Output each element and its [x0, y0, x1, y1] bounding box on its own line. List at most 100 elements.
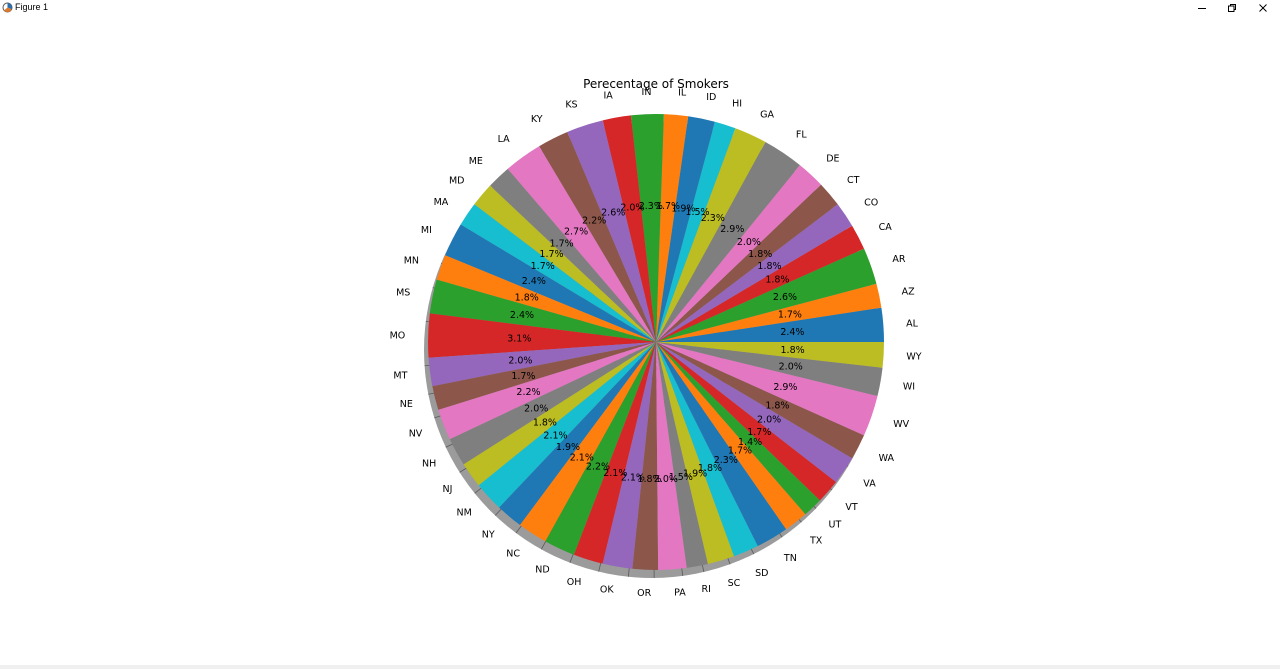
matplotlib-figure-icon: [2, 2, 13, 13]
pie-category-label-ga: GA: [760, 109, 774, 120]
pie-category-label-wi: WI: [903, 382, 915, 393]
pie-category-label-or: OR: [637, 588, 651, 599]
pie-percent-label-ut: 1.4%: [738, 437, 762, 448]
pie-percent-label-ne: 1.7%: [511, 371, 535, 382]
pie-percent-label-mt: 2.0%: [508, 356, 532, 367]
pie-category-label-tn: TN: [783, 553, 797, 564]
pie-slice-nh: [449, 342, 656, 465]
pie-percent-label-wi: 2.0%: [779, 362, 803, 373]
pie-category-label-ri: RI: [702, 584, 711, 595]
pie-percent-label-or: 1.8%: [637, 474, 661, 485]
pie-slice-sd: [656, 342, 758, 557]
pie-category-label-nd: ND: [535, 565, 549, 576]
minimize-button[interactable]: [1187, 0, 1217, 16]
pie-category-label-ks: KS: [565, 99, 577, 110]
pie-percent-label-az: 1.7%: [778, 310, 802, 321]
pie-slice-wi: [656, 342, 883, 397]
pie-category-label-ct: CT: [847, 175, 860, 186]
pie-category-label-ia: IA: [603, 90, 613, 101]
pie-percent-label-oh: 2.1%: [603, 468, 627, 479]
pie-percent-label-fl: 2.9%: [720, 224, 744, 235]
pie-category-label-mt: MT: [393, 371, 407, 382]
pie-wedges: [428, 114, 884, 570]
chart-title: Perecentage of Smokers: [583, 77, 729, 91]
pie-category-label-vt: VT: [845, 502, 857, 513]
window-titlebar: Figure 1: [0, 0, 1280, 16]
pie-category-label-ut: UT: [829, 520, 842, 531]
pie-slice-ne: [432, 342, 656, 410]
pie-slice-nj: [463, 342, 656, 486]
pie-percent-label-sc: 1.9%: [683, 469, 707, 480]
pie-category-label-mo: MO: [390, 330, 406, 341]
pie-percent-label-pa: 2.0%: [654, 474, 678, 485]
pie-percent-label-nm: 2.1%: [543, 430, 567, 441]
pie-category-label-nm: NM: [456, 508, 471, 519]
pie-percent-label-sd: 1.8%: [698, 463, 722, 474]
pie-slice-nc: [520, 342, 656, 542]
pie-percent-label-ca: 1.8%: [765, 275, 789, 286]
window-title: Figure 1: [15, 2, 49, 12]
pie-category-label-il: IL: [678, 88, 687, 99]
pie-category-label-nc: NC: [506, 548, 520, 559]
pie-category-label-nh: NH: [422, 459, 436, 470]
pie-chart: 2.4%1.7%2.6%1.8%1.8%1.8%2.0%2.9%2.3%1.5%…: [390, 77, 922, 599]
pie-slice-mi: [445, 224, 656, 342]
pie-percent-label-nc: 2.1%: [570, 453, 594, 464]
pie-category-label-al: AL: [906, 319, 918, 330]
pie-slice-al: [656, 307, 884, 342]
pie-category-label-ms: MS: [396, 287, 410, 298]
pie-percent-label-wy: 1.8%: [781, 345, 805, 356]
pie-category-label-wa: WA: [879, 453, 895, 464]
pie-percent-label-ms: 2.4%: [510, 310, 534, 321]
close-icon: [1259, 4, 1267, 12]
pie-slice-ct: [656, 184, 838, 342]
restore-icon: [1228, 4, 1236, 12]
pie-slice-ri: [656, 342, 708, 568]
pie-category-label-pa: PA: [674, 588, 686, 599]
pie-slice-tx: [656, 342, 806, 530]
pie-slice-ga: [656, 128, 766, 342]
pie-category-label-az: AZ: [902, 287, 915, 298]
pie-slice-ky: [539, 131, 656, 342]
pie-category-label-hi: HI: [732, 99, 742, 110]
pie-slice-fl: [656, 141, 800, 342]
pie-percent-label-nv: 2.2%: [516, 387, 540, 398]
pie-slice-ar: [656, 248, 877, 342]
pie-slice-va: [656, 342, 853, 482]
pie-slice-wy: [656, 342, 884, 368]
pie-slice-md: [474, 185, 656, 342]
pie-percent-label-ri: 1.5%: [669, 472, 693, 483]
close-button[interactable]: [1248, 0, 1278, 16]
pie-slice-oh: [573, 342, 656, 564]
pie-slice-mt: [428, 342, 656, 387]
pie-percent-label-ny: 1.9%: [556, 442, 580, 453]
pie-percent-label-mi: 2.4%: [522, 276, 546, 287]
pie-slice-wa: [656, 342, 865, 459]
pie-percent-label-ma: 1.7%: [531, 261, 555, 272]
pie-slice-hi: [656, 121, 736, 343]
pie-category-label-sc: SC: [728, 578, 741, 589]
pie-slice-az: [656, 283, 882, 342]
pie-slice-ma: [460, 204, 656, 342]
pie-slice-in: [630, 114, 664, 343]
pie-slice-ut: [656, 342, 820, 515]
pie-percent-label-wv: 2.9%: [773, 382, 797, 393]
pie-slice-tn: [656, 342, 787, 547]
pie-percent-label-ks: 2.6%: [601, 208, 625, 219]
pie-percent-labels: 2.4%1.7%2.6%1.8%1.8%1.8%2.0%2.9%2.3%1.5%…: [507, 201, 804, 485]
pie-percent-label-hi: 1.5%: [685, 207, 709, 218]
pie-percent-label-tn: 2.3%: [714, 455, 738, 466]
pie-category-label-in: IN: [642, 87, 652, 98]
pie-category-label-la: LA: [498, 134, 511, 145]
pie-percent-label-de: 2.0%: [737, 237, 761, 248]
maximize-button[interactable]: [1217, 0, 1247, 16]
pie-percent-label-ga: 2.3%: [701, 213, 725, 224]
pie-category-label-me: ME: [469, 156, 483, 167]
pie-percent-label-mo: 3.1%: [507, 334, 531, 345]
pie-category-label-sd: SD: [755, 568, 768, 579]
pie-percent-label-md: 1.7%: [539, 249, 563, 260]
pie-slice-il: [656, 114, 689, 342]
pie-slice-id: [656, 116, 715, 342]
pie-slice-ms: [429, 279, 656, 342]
pie-percent-label-ar: 2.6%: [773, 292, 797, 303]
